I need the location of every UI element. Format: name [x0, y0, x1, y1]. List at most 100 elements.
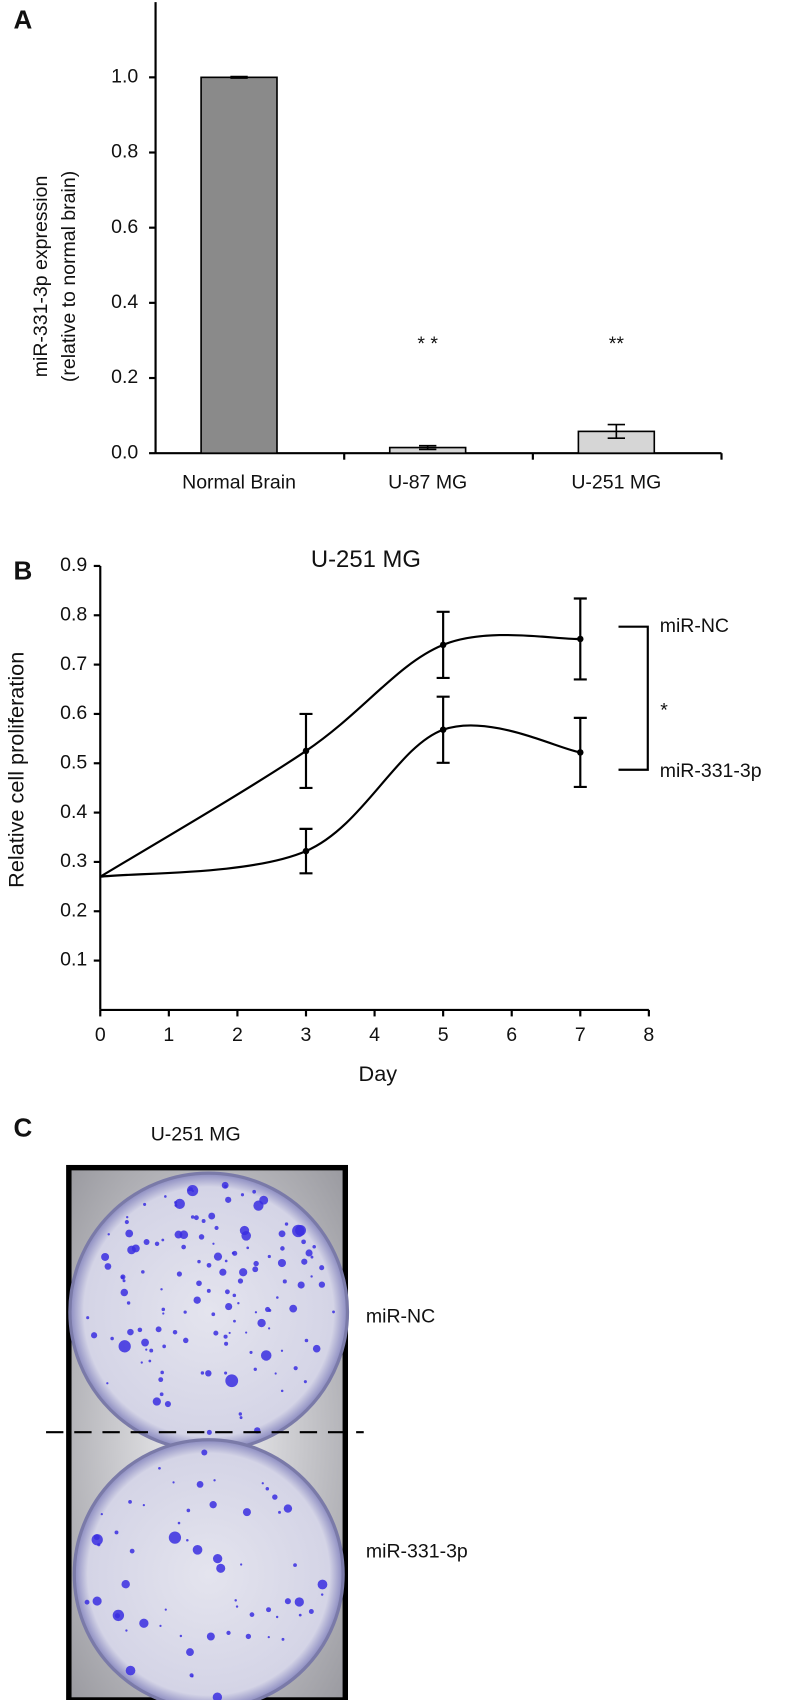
colony — [188, 1187, 193, 1192]
colony — [253, 1260, 259, 1267]
colony — [120, 1274, 126, 1280]
chart-title: U-251 MG — [311, 546, 421, 573]
colony — [239, 1416, 243, 1420]
colony — [141, 1338, 149, 1347]
panel-label: A — [14, 5, 33, 35]
y-tick-label: 0.2 — [111, 366, 138, 388]
colony — [143, 1239, 150, 1245]
colony — [332, 1310, 335, 1314]
y-tick-label: 0.4 — [60, 801, 87, 823]
colony — [320, 1593, 324, 1596]
y-tick-label: 0.8 — [60, 603, 87, 625]
colony — [224, 1341, 229, 1346]
colony — [239, 1225, 250, 1236]
colony — [310, 1275, 313, 1278]
y-tick-label: 0.6 — [111, 216, 138, 238]
colony — [310, 1255, 314, 1259]
colony — [267, 1254, 271, 1259]
colony — [253, 1200, 264, 1211]
y-tick-label: 0.6 — [60, 702, 87, 724]
colony — [112, 1609, 125, 1622]
colony — [211, 1312, 216, 1317]
colony — [252, 1266, 259, 1273]
colony — [196, 1481, 204, 1488]
colony — [246, 1246, 250, 1250]
colony — [127, 1245, 136, 1255]
colony — [179, 1230, 189, 1240]
colony — [294, 1597, 304, 1607]
point — [302, 747, 310, 755]
colony — [224, 1289, 230, 1295]
point — [439, 726, 447, 733]
colony — [174, 1203, 178, 1207]
colony — [238, 1412, 242, 1416]
colony — [168, 1531, 182, 1544]
colony — [280, 1246, 285, 1251]
colony — [183, 1337, 189, 1344]
x-tick-label: U-87 MG — [388, 472, 467, 494]
colony — [242, 1508, 251, 1517]
error-bar — [419, 444, 437, 451]
colony — [106, 1382, 109, 1385]
legend-label: miR-331-3p — [660, 760, 762, 782]
colony — [92, 1596, 102, 1606]
colony — [225, 1196, 232, 1203]
colony — [225, 1374, 239, 1388]
colony — [176, 1271, 182, 1277]
x-tick-label: Normal Brain — [182, 472, 296, 494]
colony — [214, 1225, 219, 1231]
colony — [213, 1479, 216, 1482]
colony — [101, 1253, 110, 1261]
y-axis-label: miR-331-3p expression — [30, 176, 52, 378]
colony — [140, 1361, 143, 1364]
colony — [240, 1193, 245, 1197]
photo-label: miR-331-3p — [366, 1541, 468, 1563]
colony — [265, 1486, 270, 1491]
colony — [161, 1307, 166, 1312]
colony — [91, 1534, 103, 1546]
colony — [127, 1328, 134, 1336]
colony — [196, 1280, 202, 1287]
colony — [278, 1230, 286, 1238]
colony — [233, 1319, 236, 1323]
colony — [137, 1327, 143, 1333]
colony — [160, 1288, 163, 1291]
legend-label: miR-NC — [660, 615, 729, 637]
colony — [275, 1615, 279, 1619]
colony — [122, 1279, 126, 1283]
colony — [305, 1249, 313, 1257]
colony — [212, 1553, 223, 1564]
colony — [237, 1301, 240, 1305]
colony — [277, 1258, 287, 1268]
colony — [206, 1262, 212, 1268]
colony — [154, 1241, 160, 1247]
colony — [141, 1270, 145, 1274]
colony — [276, 1296, 279, 1299]
colony — [125, 1629, 128, 1632]
y-axis-label: (relative to normal brain) — [58, 171, 80, 382]
colony — [223, 1334, 228, 1339]
colony — [267, 1636, 270, 1639]
colony — [301, 1258, 308, 1265]
y-tick-label: 0.2 — [60, 899, 87, 921]
colony — [206, 1288, 211, 1293]
colony — [100, 1512, 103, 1516]
colony — [158, 1466, 161, 1470]
colony — [200, 1371, 205, 1375]
colony — [164, 1608, 167, 1611]
colony — [249, 1612, 255, 1618]
x-tick-label: 7 — [575, 1024, 586, 1046]
colony — [104, 1263, 112, 1270]
colony — [197, 1259, 201, 1264]
colony — [293, 1563, 297, 1567]
colony — [312, 1244, 316, 1249]
colony — [208, 1212, 216, 1220]
significance: * — [660, 699, 668, 721]
colony — [186, 1538, 189, 1542]
colony — [216, 1563, 226, 1573]
colony — [193, 1296, 201, 1304]
colony — [205, 1370, 212, 1377]
colony — [148, 1359, 152, 1363]
colony — [231, 1251, 235, 1255]
x-tick-label: 4 — [369, 1024, 380, 1046]
